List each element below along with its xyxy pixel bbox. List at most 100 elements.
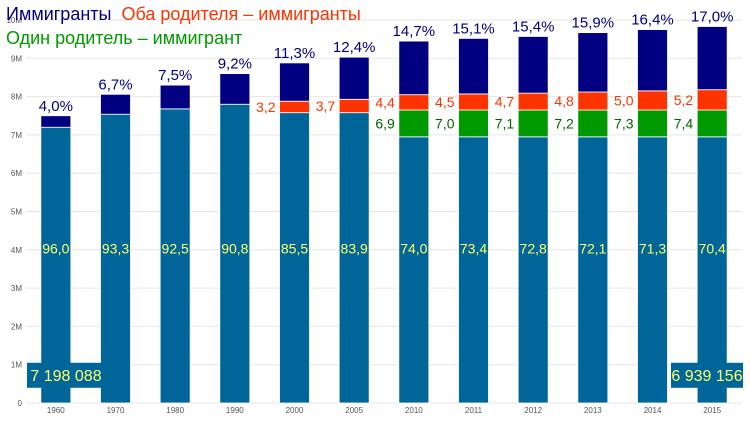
bar-immigrants [398,40,430,96]
total-label-first: 7 198 088 [30,368,101,385]
data-label-native: 83,9 [341,241,368,257]
total-box-first [27,362,105,388]
bar-immigrants [458,37,489,95]
data-label-immigrants: 15,9% [572,15,615,32]
bar-immigrants [338,56,370,100]
data-label-immigrants: 14,7% [393,23,436,40]
y-tick-label: 3M [11,284,22,293]
data-label-both-parents: 5,2 [674,92,694,108]
data-label-both-parents: 4,7 [495,94,515,110]
x-tick-label: 1990 [226,406,244,415]
bar-both-parents [458,93,489,111]
bar-native [637,136,668,404]
data-label-native: 73,4 [460,241,487,257]
data-label-both-parents: 3,2 [256,99,276,115]
bar-both-parents [338,98,370,114]
bar-one-parent [398,109,430,138]
data-label-immigrants: 15,4% [512,18,555,35]
bar-one-parent [517,109,549,138]
y-tick-label: 6M [11,169,22,178]
data-label-immigrants: 9,2% [218,56,252,73]
bar-native [219,103,251,404]
y-tick-label: 4M [11,246,22,255]
data-label-both-parents: 4,5 [435,94,455,110]
bar-immigrants [219,73,251,105]
x-tick-label: 2011 [465,406,483,415]
bar-native [279,112,310,404]
x-tick-label: 1970 [107,406,125,415]
bar-one-parent [458,109,489,138]
total-box-last [671,362,743,388]
x-tick-label: 2010 [405,406,423,415]
bar-native [100,113,131,404]
bar-one-parent [696,109,728,138]
bar-immigrants [159,84,191,110]
bar-both-parents [637,90,668,111]
x-tick-label: 2013 [584,406,602,415]
y-tick-label: 5M [11,208,22,217]
bar-native [458,136,489,404]
bar-native [577,136,609,404]
bar-native [338,112,370,404]
bar-both-parents [398,94,430,111]
bar-immigrants [40,115,72,128]
bar-native [159,108,191,404]
y-tick-label: 7M [11,131,22,140]
data-label-both-parents: 3,7 [316,98,336,114]
bar-one-parent [577,109,609,138]
data-label-both-parents: 4,4 [375,94,395,110]
x-tick-label: 2014 [644,406,662,415]
data-label-one-parent: 7,0 [435,115,455,131]
data-label-native: 90,8 [221,241,248,257]
bar-both-parents [696,89,728,111]
data-label-immigrants: 11,3% [274,45,315,62]
y-tick-label: 2M [11,322,22,331]
data-label-immigrants: 12,4% [333,39,376,56]
x-tick-label: 2012 [524,406,542,415]
y-tick-label: 8M [11,93,22,102]
y-tick-label: 9M [11,54,22,63]
bar-both-parents [577,91,609,111]
data-label-native: 96,0 [42,241,69,257]
bar-immigrants [100,93,131,115]
bar-native [517,136,549,404]
data-label-immigrants: 15,1% [452,20,495,37]
x-tick-label: 1980 [166,406,184,415]
data-label-native: 93,3 [102,241,129,257]
y-tick-label: 1M [11,361,22,370]
data-label-one-parent: 7,3 [614,115,634,131]
data-label-immigrants: 16,4% [631,12,674,29]
bar-immigrants [577,32,609,93]
data-label-native: 85,5 [281,241,308,257]
bar-native [398,136,430,404]
data-label-immigrants: 17,0% [691,9,734,26]
data-label-native: 74,0 [400,241,427,257]
data-label-both-parents: 4,8 [554,93,574,109]
data-label-native: 70,4 [699,241,726,257]
data-label-native: 72,8 [520,241,547,257]
data-label-immigrants: 4,0% [39,98,73,115]
y-tick-label: 10M [6,16,22,25]
data-label-native: 72,1 [579,241,606,257]
y-tick-label: 0 [18,399,23,408]
bar-native [40,126,72,404]
data-label-one-parent: 7,4 [674,115,694,131]
x-tick-label: 2005 [345,406,363,415]
data-label-both-parents: 5,0 [614,92,634,108]
bar-both-parents [517,92,549,111]
bar-immigrants [637,29,668,92]
bar-native [696,136,728,404]
x-tick-label: 1960 [47,406,65,415]
bar-one-parent [637,109,668,138]
bar-immigrants [517,36,549,94]
total-label-last: 6 939 156 [671,368,742,385]
x-tick-label: 2015 [703,406,721,415]
data-label-immigrants: 6,7% [98,76,132,93]
data-label-one-parent: 7,1 [495,115,515,131]
data-label-one-parent: 6,9 [375,115,395,131]
x-tick-label: 2000 [286,406,304,415]
bar-both-parents [279,100,310,114]
bar-immigrants [279,62,310,102]
